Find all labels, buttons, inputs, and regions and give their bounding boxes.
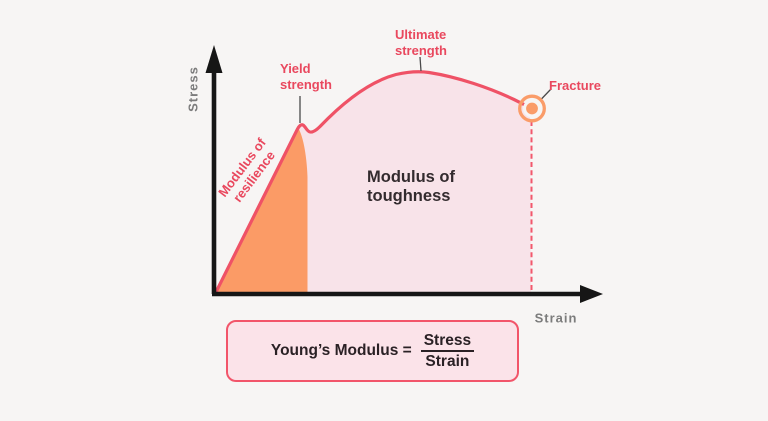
fraction-numerator: Stress bbox=[423, 332, 472, 349]
x-axis-arrowhead bbox=[580, 285, 603, 303]
x-axis-label: Strain bbox=[534, 310, 578, 326]
formula-lhs: Young’s Modulus = bbox=[270, 342, 412, 359]
stress-strain-curve bbox=[213, 70, 532, 295]
fraction-denominator: Strain bbox=[425, 353, 470, 370]
ultimate-callout-line bbox=[419, 56, 422, 72]
fraction-bar bbox=[420, 350, 475, 352]
fracture-marker bbox=[518, 94, 546, 123]
fracture-callout-line bbox=[539, 88, 552, 101]
ultimate-strength-label: Ultimate strength bbox=[395, 27, 447, 58]
formula-box: Young’s Modulus = Stress Strain bbox=[226, 320, 519, 382]
formula-fraction: Stress Strain bbox=[420, 332, 475, 370]
fracture-label: Fracture bbox=[549, 78, 602, 93]
y-axis-label: Stress bbox=[185, 66, 201, 112]
yield-strength-label: Yield strength bbox=[280, 61, 332, 92]
y-axis-arrowhead bbox=[205, 45, 223, 73]
modulus-of-resilience-area bbox=[215, 127, 308, 293]
modulus-of-toughness-label: Modulus of toughness bbox=[367, 168, 455, 205]
